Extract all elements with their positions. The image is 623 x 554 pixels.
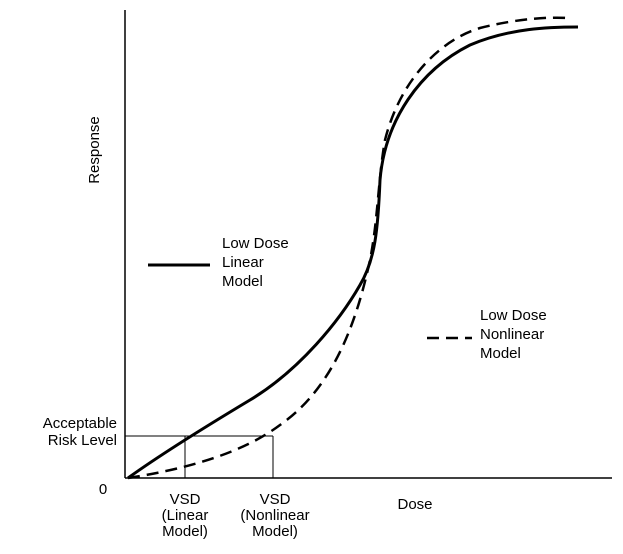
marker-label: VSD — [170, 491, 201, 508]
marker-label: VSD — [260, 491, 291, 508]
legend-label: Nonlinear — [480, 326, 544, 343]
legend-label: Model — [480, 345, 521, 362]
legend-label: Linear — [222, 254, 264, 271]
x-axis-label: Dose — [397, 496, 432, 513]
origin-label: 0 — [99, 481, 107, 498]
linear-curve — [127, 25, 579, 480]
marker-label: Model) — [252, 523, 298, 540]
marker-label: (Linear — [162, 507, 209, 524]
marker-label: (Nonlinear — [240, 507, 309, 524]
y-axis-label: Response — [86, 116, 103, 184]
legend-label: Low Dose — [480, 307, 547, 324]
marker-label: Model) — [162, 523, 208, 540]
legend-label: Model — [222, 273, 263, 290]
threshold-label: Risk Level — [48, 432, 117, 449]
threshold-label: Acceptable — [43, 415, 117, 432]
nonlinear-curve — [127, 16, 569, 480]
legend-label: Low Dose — [222, 235, 289, 252]
